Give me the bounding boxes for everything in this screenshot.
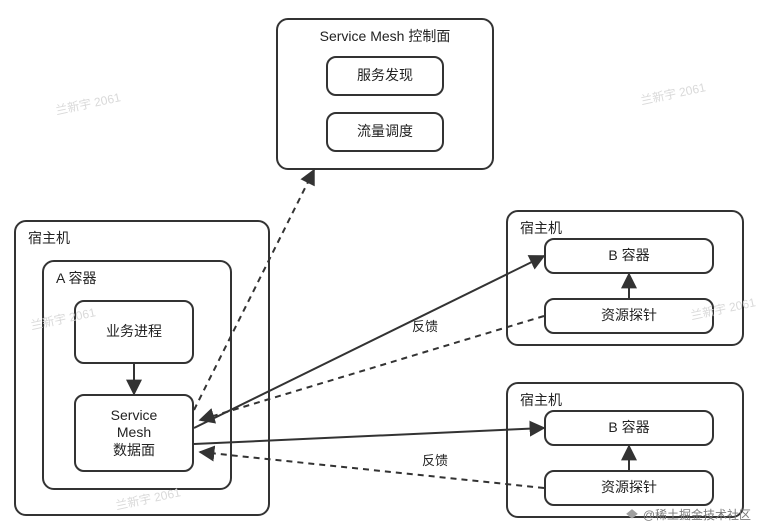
service-discovery-node: 服务发现 <box>326 56 444 96</box>
resource-probe-top-node: 资源探针 <box>544 298 714 334</box>
business-process-node: 业务进程 <box>74 300 194 364</box>
traffic-scheduling-node: 流量调度 <box>326 112 444 152</box>
host-bottom-title: 宿主机 <box>520 390 562 410</box>
feedback-bottom-label: 反馈 <box>422 450 448 469</box>
host-left-title: 宿主机 <box>28 228 70 248</box>
data-plane-node: Service Mesh 数据面 <box>74 394 194 472</box>
feedback-top-label: 反馈 <box>412 316 438 335</box>
container-a-title: A 容器 <box>56 268 96 288</box>
watermark-text: 兰新宇 2061 <box>639 78 707 108</box>
host-top-title: 宿主机 <box>520 218 562 238</box>
resource-probe-bottom-node: 资源探针 <box>544 470 714 506</box>
b-container-bottom-node: B 容器 <box>544 410 714 446</box>
b-container-top-node: B 容器 <box>544 238 714 274</box>
attribution-text: @稀土掘金技术社区 <box>643 506 751 523</box>
watermark-text: 兰新宇 2061 <box>54 88 122 118</box>
attribution: @稀土掘金技术社区 <box>625 506 751 523</box>
juejin-logo-icon <box>625 508 639 522</box>
control-plane-title: Service Mesh 控制面 <box>278 26 492 46</box>
